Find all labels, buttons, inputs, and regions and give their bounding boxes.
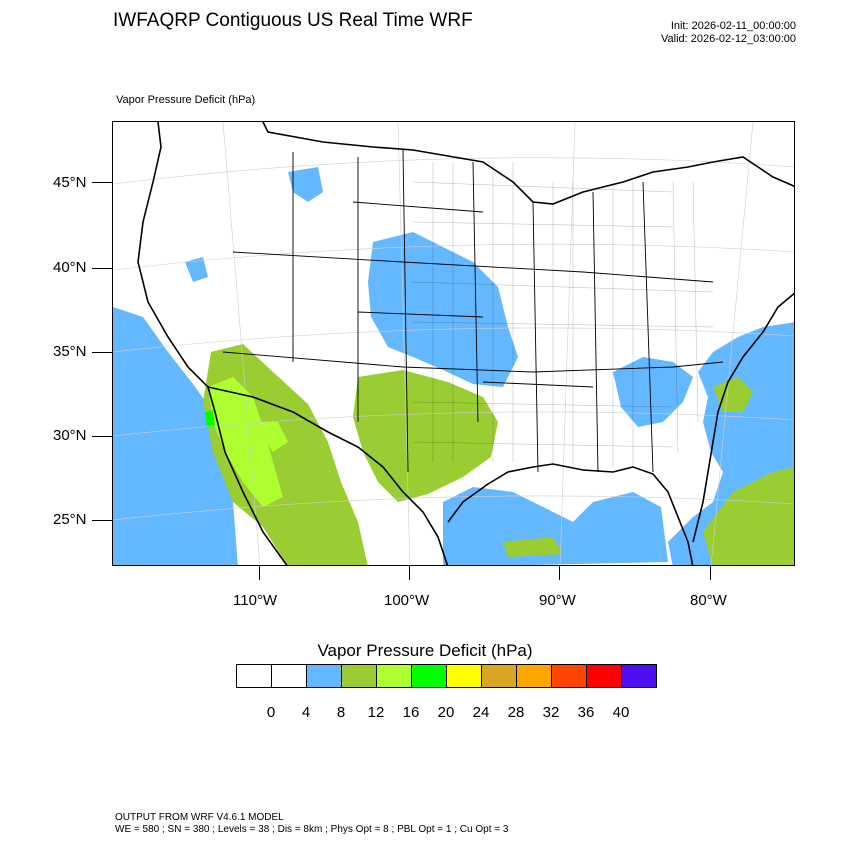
footer-config-line: WE = 580 ; SN = 380 ; Levels = 38 ; Dis …	[115, 824, 509, 835]
colorbar-swatch	[446, 664, 482, 688]
colorbar-swatch	[271, 664, 307, 688]
colorbar-label: 4	[301, 704, 311, 721]
footer-model-line: OUTPUT FROM WRF V4.6.1 MODEL	[115, 812, 284, 823]
colorbar-swatch	[376, 664, 412, 688]
east-coast	[692, 292, 794, 543]
lat-tick-45: 45°N	[53, 174, 87, 191]
caribbean-dry-area	[703, 467, 794, 565]
colorbar-swatch	[411, 664, 447, 688]
legend-title: Vapor Pressure Deficit (hPa)	[317, 641, 533, 660]
lon-tick-100: 100°W	[384, 592, 430, 609]
lat-tick-25: 25°N	[53, 511, 87, 528]
mexico-border	[207, 386, 449, 565]
texas-dry-area	[353, 370, 498, 502]
colorbar-label: 16	[402, 704, 420, 721]
arizona-very-dry-area	[208, 377, 283, 507]
lat-tick-mark-40	[92, 268, 112, 269]
atlantic-dry-area	[713, 377, 753, 412]
lon-80-line	[710, 122, 754, 565]
valid-time: Valid: 2026-02-12_03:00:00	[661, 33, 796, 45]
gulf-dry-area	[503, 537, 563, 557]
state-line-3	[292, 149, 654, 473]
colorbar-swatch	[236, 664, 272, 688]
colorbar-swatch	[551, 664, 587, 688]
state-line-4	[352, 201, 594, 388]
vpd-16-20-regions	[205, 410, 215, 428]
county-lines	[412, 162, 714, 467]
colorbar-swatch	[586, 664, 622, 688]
colorbar	[236, 664, 657, 688]
baja-peak-area	[205, 410, 215, 428]
lon-100-line	[397, 122, 411, 565]
colorbar-label: 40	[612, 704, 630, 721]
lat-tick-35: 35°N	[53, 343, 87, 360]
map-panel	[112, 121, 795, 566]
lon-90-line	[559, 122, 576, 565]
lon-tick-mark-100	[409, 566, 410, 580]
colorbar-label: 20	[437, 704, 455, 721]
colorbar-label: 28	[507, 704, 525, 721]
init-time: Init: 2026-02-11_00:00:00	[670, 20, 796, 32]
state-line-2	[222, 351, 724, 373]
lat-35-line	[113, 327, 794, 353]
colorbar-swatch	[306, 664, 342, 688]
plains-moist-area	[368, 232, 518, 387]
plot-title: IWFAQRP Contiguous US Real Time WRF	[113, 10, 473, 31]
county-grid	[412, 162, 714, 467]
lat-45-line	[113, 157, 794, 185]
lat-tick-mark-30	[92, 436, 112, 437]
vpd-12-16-regions	[208, 377, 288, 507]
model-footer: OUTPUT FROM WRF V4.6.1 MODEL WE = 580 ; …	[115, 812, 508, 836]
west-coast	[137, 122, 288, 565]
lon-tick-mark-80	[710, 566, 711, 580]
lat-tick-40: 40°N	[53, 259, 87, 276]
montana-moist-area	[288, 167, 323, 202]
lon-tick-mark-90	[559, 566, 560, 580]
pacific-ocean	[113, 307, 238, 565]
colorbar-label: 0	[266, 704, 276, 721]
colorbar-swatch	[341, 664, 377, 688]
lat-tick-30: 30°N	[53, 427, 87, 444]
lon-110-line	[222, 122, 261, 565]
gulf-of-mexico	[443, 487, 668, 565]
lon-tick-110: 110°W	[233, 592, 278, 609]
lon-tick-90: 90°W	[539, 592, 576, 609]
field-label: Vapor Pressure Deficit (hPa)	[116, 94, 256, 106]
colorbar-label: 24	[472, 704, 490, 721]
lat-30-line	[113, 411, 794, 437]
colorbar-label: 8	[336, 704, 346, 721]
idaho-moist-area	[185, 257, 208, 282]
lat-tick-mark-25	[92, 520, 112, 521]
colorbar-label: 32	[542, 704, 560, 721]
vpd-map	[113, 122, 794, 565]
colorbar-swatch	[516, 664, 552, 688]
lat-tick-mark-45	[92, 182, 112, 183]
lon-tick-80: 80°W	[690, 592, 727, 609]
colorbar-swatch	[621, 664, 657, 688]
lon-tick-mark-110	[259, 566, 260, 580]
sonora-very-dry-area	[253, 422, 288, 452]
lat-tick-mark-35	[92, 352, 112, 353]
lat-25-line	[113, 495, 794, 521]
lat-40-line	[113, 243, 794, 271]
colorbar-swatch	[481, 664, 517, 688]
colorbar-label: 12	[367, 704, 385, 721]
run-times: Init: 2026-02-11_00:00:00 Valid: 2026-02…	[661, 20, 796, 46]
colorbar-label: 36	[577, 704, 595, 721]
